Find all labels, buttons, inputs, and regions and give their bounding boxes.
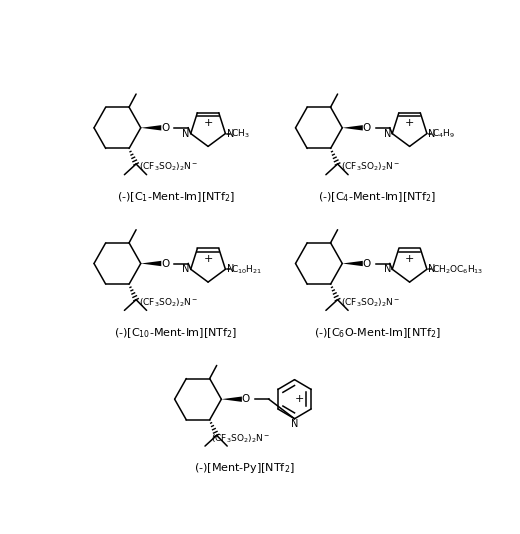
Text: N: N: [182, 264, 189, 274]
Text: O: O: [161, 123, 170, 133]
Text: N: N: [428, 264, 436, 274]
Text: (CF$_3$SO$_2$)$_2$N$^-$: (CF$_3$SO$_2$)$_2$N$^-$: [211, 433, 269, 445]
Polygon shape: [141, 125, 161, 130]
Text: +: +: [203, 118, 213, 128]
Text: (-)[C$_6$O-Ment-Im][NTf$_2$]: (-)[C$_6$O-Ment-Im][NTf$_2$]: [314, 326, 441, 340]
Text: (CF$_3$SO$_2$)$_2$N$^-$: (CF$_3$SO$_2$)$_2$N$^-$: [139, 161, 198, 174]
Text: N: N: [384, 264, 391, 274]
Text: +: +: [405, 254, 414, 264]
Text: N: N: [182, 129, 189, 138]
Text: N: N: [428, 129, 436, 138]
Text: N: N: [227, 129, 234, 138]
Text: C$_{10}$H$_{21}$: C$_{10}$H$_{21}$: [231, 263, 262, 276]
Polygon shape: [222, 397, 242, 402]
Text: (CF$_3$SO$_2$)$_2$N$^-$: (CF$_3$SO$_2$)$_2$N$^-$: [341, 161, 400, 174]
Text: (-)[C$_{10}$-Ment-Im][NTf$_2$]: (-)[C$_{10}$-Ment-Im][NTf$_2$]: [114, 326, 238, 340]
Text: +: +: [405, 118, 414, 128]
Text: (CF$_3$SO$_2$)$_2$N$^-$: (CF$_3$SO$_2$)$_2$N$^-$: [341, 296, 400, 309]
Text: (-)[C$_4$-Ment-Im][NTf$_2$]: (-)[C$_4$-Ment-Im][NTf$_2$]: [318, 190, 436, 204]
Text: (-)[C$_1$-Ment-Im][NTf$_2$]: (-)[C$_1$-Ment-Im][NTf$_2$]: [116, 190, 235, 204]
Text: O: O: [161, 258, 170, 269]
Text: O: O: [362, 123, 371, 133]
Text: CH$_3$: CH$_3$: [231, 127, 250, 140]
Text: +: +: [295, 394, 305, 404]
Text: (CF$_3$SO$_2$)$_2$N$^-$: (CF$_3$SO$_2$)$_2$N$^-$: [139, 296, 198, 309]
Text: CH$_2$OC$_6$H$_{13}$: CH$_2$OC$_6$H$_{13}$: [432, 263, 484, 276]
Text: N: N: [291, 419, 298, 429]
Text: O: O: [242, 394, 250, 404]
Text: C$_4$H$_9$: C$_4$H$_9$: [432, 127, 456, 140]
Text: +: +: [203, 254, 213, 264]
Text: N: N: [227, 264, 234, 274]
Polygon shape: [342, 125, 363, 130]
Polygon shape: [342, 261, 363, 266]
Text: N: N: [384, 129, 391, 138]
Text: O: O: [362, 258, 371, 269]
Text: (-)[Ment-Py][NTf$_2$]: (-)[Ment-Py][NTf$_2$]: [194, 461, 295, 475]
Polygon shape: [141, 261, 161, 266]
